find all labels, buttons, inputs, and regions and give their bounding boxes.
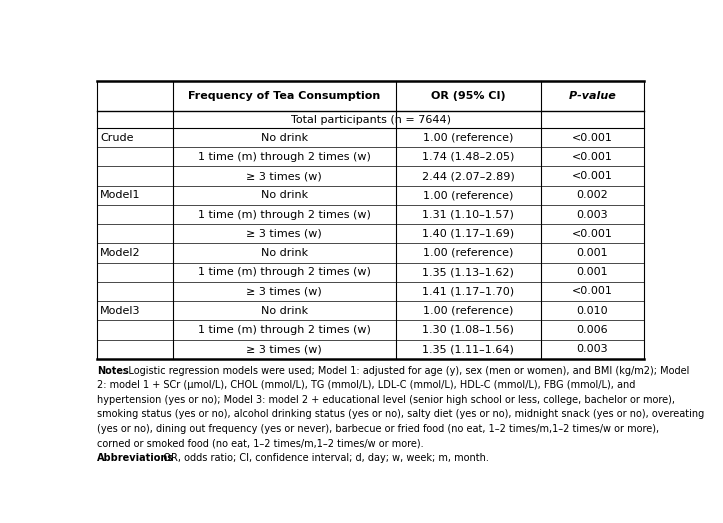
Text: 1.40 (1.17–1.69): 1.40 (1.17–1.69) [422,229,514,239]
Text: 1.35 (1.13–1.62): 1.35 (1.13–1.62) [422,267,514,277]
Text: <0.001: <0.001 [572,229,612,239]
Text: 1.41 (1.17–1.70): 1.41 (1.17–1.70) [422,287,514,297]
Text: ≥ 3 times (w): ≥ 3 times (w) [247,171,322,181]
Text: Notes: Notes [97,366,129,376]
Text: 0.001: 0.001 [576,267,608,277]
Text: 1.30 (1.08–1.56): 1.30 (1.08–1.56) [422,325,514,335]
Text: 1.00 (reference): 1.00 (reference) [423,248,513,258]
Text: <0.001: <0.001 [572,171,612,181]
Text: 1.00 (reference): 1.00 (reference) [423,133,513,143]
Text: 0.010: 0.010 [576,305,608,316]
Text: Frequency of Tea Consumption: Frequency of Tea Consumption [188,91,380,101]
Text: Abbreviations: Abbreviations [97,453,174,463]
Text: ≥ 3 times (w): ≥ 3 times (w) [247,287,322,297]
Text: Crude: Crude [100,133,134,143]
Text: : OR, odds ratio; CI, confidence interval; d, day; w, week; m, month.: : OR, odds ratio; CI, confidence interva… [157,453,489,463]
Text: ​P​-value: ​P​-value [569,91,616,101]
Text: OR (95% CI): OR (95% CI) [431,91,505,101]
Text: 1 time (m) through 2 times (w): 1 time (m) through 2 times (w) [197,152,371,162]
Text: <0.001: <0.001 [572,287,612,297]
Text: Model2: Model2 [100,248,140,258]
Text: 1 time (m) through 2 times (w): 1 time (m) through 2 times (w) [197,325,371,335]
Text: ≥ 3 times (w): ≥ 3 times (w) [247,229,322,239]
Text: hypertension (yes or no); Model 3: model 2 + educational level (senior high scho: hypertension (yes or no); Model 3: model… [97,395,675,405]
Text: smoking status (yes or no), alcohol drinking status (yes or no), salty diet (yes: smoking status (yes or no), alcohol drin… [97,410,704,419]
Text: 2.44 (2.07–2.89): 2.44 (2.07–2.89) [422,171,515,181]
Text: 0.001: 0.001 [576,248,608,258]
Text: 1.31 (1.10–1.57): 1.31 (1.10–1.57) [422,210,514,220]
Text: <0.001: <0.001 [572,152,612,162]
Text: ≥ 3 times (w): ≥ 3 times (w) [247,344,322,354]
Text: corned or smoked food (no eat, 1–2 times/m,1–2 times/w or more).: corned or smoked food (no eat, 1–2 times… [97,438,424,449]
Text: 0.003: 0.003 [576,344,608,354]
Text: <0.001: <0.001 [572,133,612,143]
Text: 0.002: 0.002 [576,190,608,200]
Text: No drink: No drink [260,305,308,316]
Text: (yes or no), dining out frequency (yes or never), barbecue or fried food (no eat: (yes or no), dining out frequency (yes o… [97,424,659,434]
Text: 2: model 1 + SCr (μmol/L), CHOL (mmol/L), TG (mmol/L), LDL-C (mmol/L), HDL-C (mm: 2: model 1 + SCr (μmol/L), CHOL (mmol/L)… [97,381,636,391]
Text: 1 time (m) through 2 times (w): 1 time (m) through 2 times (w) [197,210,371,220]
Text: 1.00 (reference): 1.00 (reference) [423,305,513,316]
Text: 0.003: 0.003 [576,210,608,220]
Text: Model1: Model1 [100,190,140,200]
Text: No drink: No drink [260,190,308,200]
Text: No drink: No drink [260,133,308,143]
Text: 1 time (m) through 2 times (w): 1 time (m) through 2 times (w) [197,267,371,277]
Text: : Logistic regression models were used; Model 1: adjusted for age (y), sex (men : : Logistic regression models were used; … [121,366,689,376]
Text: 1.35 (1.11–1.64): 1.35 (1.11–1.64) [422,344,514,354]
Text: 0.006: 0.006 [576,325,608,335]
Text: 1.00 (reference): 1.00 (reference) [423,190,513,200]
Text: No drink: No drink [260,248,308,258]
Text: Total participants (n = 7644): Total participants (n = 7644) [291,115,450,124]
Text: 1.74 (1.48–2.05): 1.74 (1.48–2.05) [422,152,514,162]
Text: Model3: Model3 [100,305,140,316]
